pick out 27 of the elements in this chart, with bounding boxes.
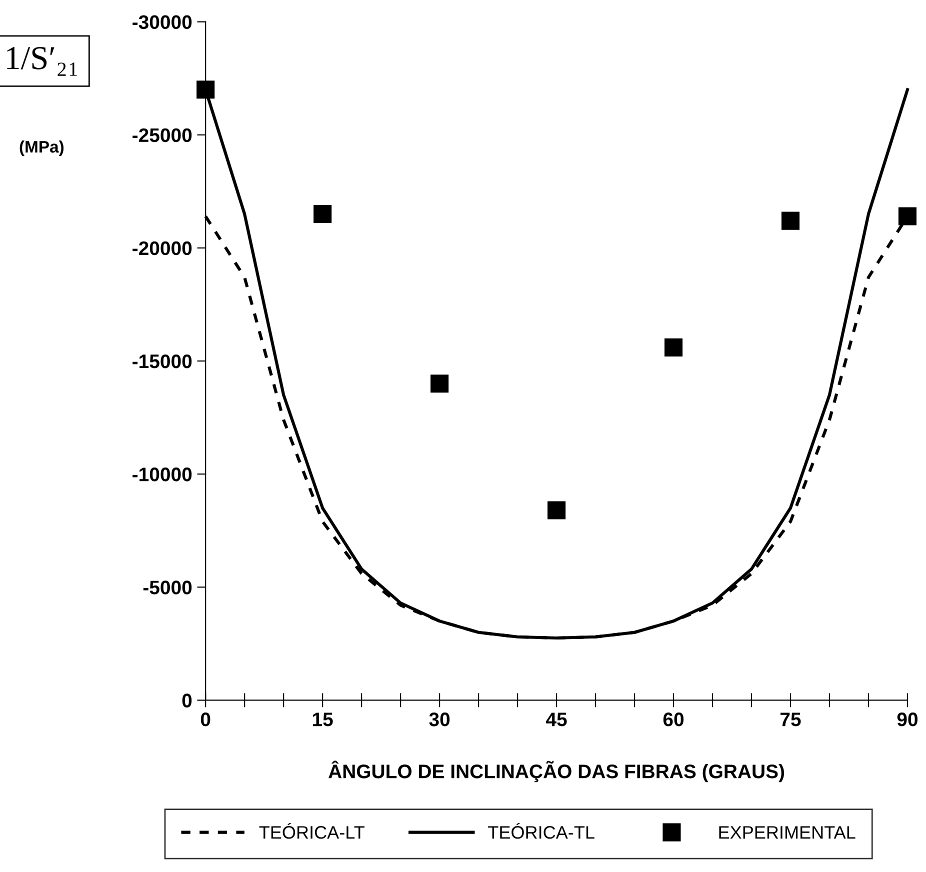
point (664, 338, 683, 356)
y-tick-label: -5000 (143, 580, 192, 594)
y-axis-title: 1/S′₂₁ (7, 46, 77, 76)
text: (MPa) (20, 140, 64, 156)
legend-label: TEÓRICA-LT (259, 822, 364, 839)
y-tick-label: -20000 (132, 241, 192, 256)
point (314, 204, 332, 224)
x-axis-title: ÂNGULO DE INCLINAÇÃO DAS FIBRAS (GRAUS) (328, 760, 784, 782)
point (196, 80, 215, 99)
legend-label: EXPERIMENTAL (719, 826, 856, 839)
point (430, 374, 449, 393)
y-tick-label: -10000 (132, 468, 192, 482)
y-tick-label: -15000 (132, 354, 192, 368)
y-tick-label: 0 (182, 694, 192, 708)
x-tick-label: 45 (546, 712, 567, 726)
legend-label: TEÓRICA-TL (488, 822, 594, 839)
point (898, 207, 917, 226)
point (781, 212, 800, 230)
y-tick-label: -25000 (132, 128, 192, 142)
x-tick-label: 0 (200, 712, 210, 726)
x-tick-label: 30 (429, 712, 450, 726)
x-tick-label: 60 (663, 712, 684, 726)
y-tick-label: -30000 (132, 15, 192, 30)
point (548, 501, 566, 520)
x-tick-label: 15 (312, 712, 333, 726)
x-tick-label: 90 (897, 712, 918, 726)
x-tick-label: 75 (780, 712, 801, 726)
